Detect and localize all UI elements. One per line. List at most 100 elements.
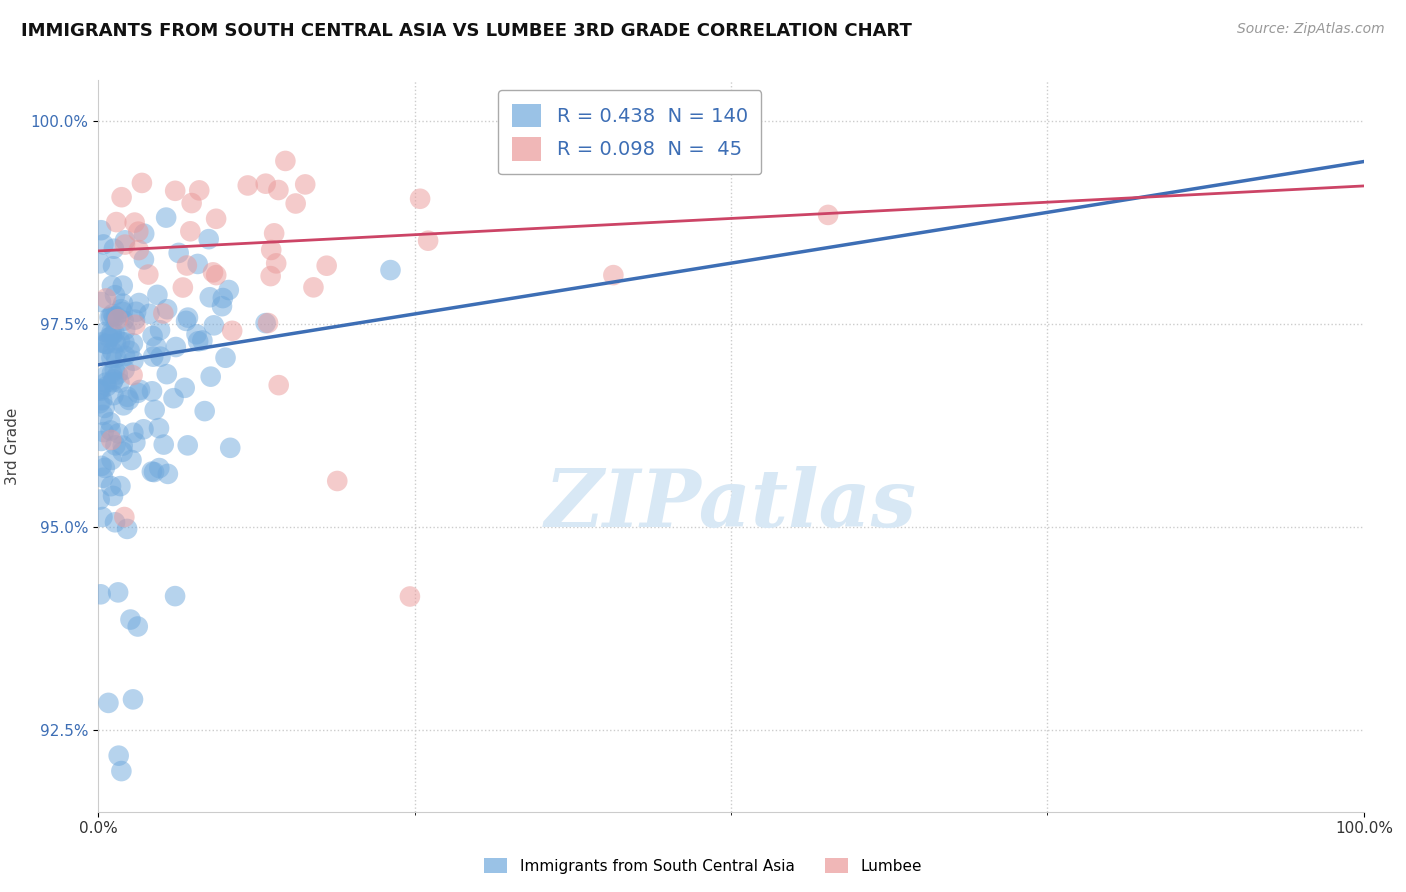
Point xyxy=(155,211,177,225)
Point xyxy=(141,384,163,399)
Point xyxy=(122,425,145,440)
Point xyxy=(110,190,132,204)
Point xyxy=(108,376,131,390)
Point xyxy=(112,510,135,524)
Point xyxy=(136,268,159,282)
Point xyxy=(115,522,138,536)
Point xyxy=(96,337,118,351)
Point xyxy=(100,310,122,324)
Point xyxy=(89,383,111,397)
Point xyxy=(177,310,200,325)
Point xyxy=(100,479,122,493)
Point xyxy=(122,353,145,368)
Point xyxy=(274,153,297,168)
Point xyxy=(211,291,233,305)
Point xyxy=(107,312,129,326)
Point xyxy=(198,290,221,304)
Point xyxy=(221,324,243,338)
Point xyxy=(380,263,402,277)
Point xyxy=(117,390,139,404)
Point xyxy=(148,421,170,435)
Point xyxy=(131,176,153,190)
Point xyxy=(114,323,136,337)
Point xyxy=(152,437,174,451)
Point xyxy=(90,587,112,601)
Point xyxy=(315,259,337,273)
Point xyxy=(100,424,122,438)
Point xyxy=(104,363,127,377)
Point xyxy=(101,259,124,273)
Point xyxy=(114,362,136,376)
Point xyxy=(89,396,111,410)
Point xyxy=(114,233,136,247)
Point xyxy=(197,232,219,246)
Point xyxy=(105,351,128,365)
Point xyxy=(121,453,143,467)
Point xyxy=(90,345,112,359)
Point xyxy=(399,590,422,604)
Point xyxy=(149,323,172,337)
Point xyxy=(602,268,624,282)
Point xyxy=(187,257,209,271)
Point xyxy=(93,401,115,415)
Point xyxy=(111,444,134,458)
Point xyxy=(89,492,111,507)
Point xyxy=(90,384,112,398)
Point xyxy=(120,613,142,627)
Point xyxy=(200,369,222,384)
Point xyxy=(152,306,174,320)
Point xyxy=(90,223,112,237)
Point xyxy=(141,465,163,479)
Point xyxy=(142,329,165,343)
Point xyxy=(817,208,839,222)
Point xyxy=(132,422,155,436)
Point xyxy=(211,299,233,313)
Point xyxy=(96,368,118,383)
Point xyxy=(104,288,127,302)
Point xyxy=(91,408,114,422)
Text: Source: ZipAtlas.com: Source: ZipAtlas.com xyxy=(1237,22,1385,37)
Point xyxy=(97,696,120,710)
Legend: Immigrants from South Central Asia, Lumbee: Immigrants from South Central Asia, Lumb… xyxy=(478,852,928,880)
Point xyxy=(165,184,187,198)
Point xyxy=(191,334,214,348)
Point xyxy=(260,243,283,257)
Point xyxy=(257,316,280,330)
Point xyxy=(264,256,287,270)
Point xyxy=(156,467,179,481)
Point xyxy=(111,305,134,319)
Point xyxy=(103,326,125,341)
Point xyxy=(101,375,124,389)
Point xyxy=(112,296,135,310)
Point xyxy=(302,280,325,294)
Point xyxy=(202,265,225,279)
Point xyxy=(176,259,198,273)
Point xyxy=(409,192,432,206)
Point xyxy=(127,619,149,633)
Point xyxy=(149,350,172,364)
Point xyxy=(90,458,112,473)
Point xyxy=(128,243,150,257)
Point xyxy=(134,227,156,241)
Point xyxy=(172,280,194,294)
Point xyxy=(111,439,134,453)
Point xyxy=(174,314,197,328)
Point xyxy=(194,404,217,418)
Point xyxy=(114,349,136,363)
Point xyxy=(98,310,121,325)
Point xyxy=(104,438,127,452)
Point xyxy=(138,307,160,321)
Point xyxy=(91,510,114,524)
Point xyxy=(112,314,135,328)
Point xyxy=(110,302,132,317)
Point xyxy=(186,327,208,342)
Point xyxy=(122,692,145,706)
Point xyxy=(187,334,209,349)
Point xyxy=(107,585,129,599)
Point xyxy=(110,764,132,778)
Point xyxy=(219,441,242,455)
Point xyxy=(188,183,211,197)
Point xyxy=(107,748,129,763)
Point xyxy=(96,379,118,393)
Point xyxy=(90,295,112,310)
